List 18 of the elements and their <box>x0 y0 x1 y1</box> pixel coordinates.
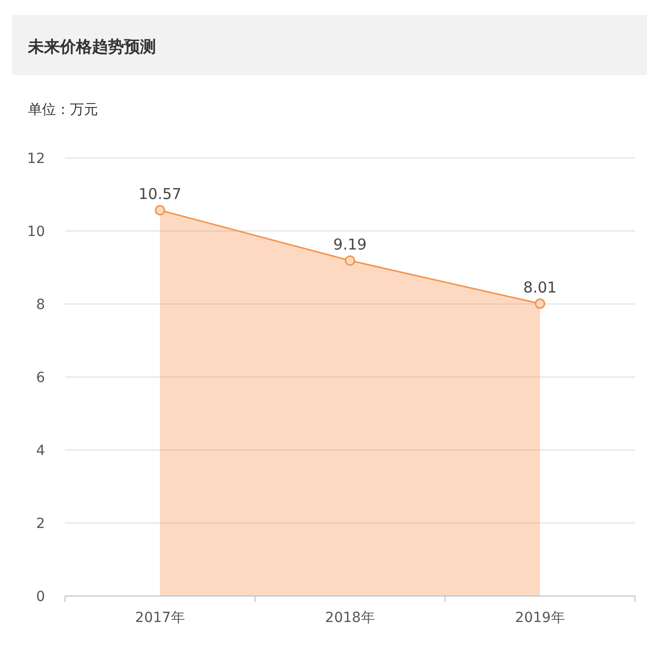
y-tick-label: 6 <box>36 370 46 386</box>
x-tick-label: 2019年 <box>515 610 565 626</box>
data-label: 10.57 <box>138 185 182 204</box>
x-tick-label: 2017年 <box>135 610 185 626</box>
y-tick-label: 10 <box>27 224 45 240</box>
chart-subtitle: 单位：万元 <box>28 102 98 118</box>
y-tick-label: 4 <box>36 443 46 459</box>
point <box>534 298 546 309</box>
chart-title: 未来价格趋势预测 <box>27 37 156 56</box>
y-tick-label: 8 <box>36 297 45 313</box>
point <box>154 204 166 216</box>
data-label: 8.01 <box>523 278 557 297</box>
point <box>344 255 356 266</box>
data-label: 9.19 <box>333 236 367 254</box>
y-tick-label: 12 <box>27 151 45 167</box>
y-tick-label: 0 <box>36 589 45 605</box>
y-tick-label: 2 <box>36 516 45 532</box>
x-tick-label: 2018年 <box>325 610 375 626</box>
